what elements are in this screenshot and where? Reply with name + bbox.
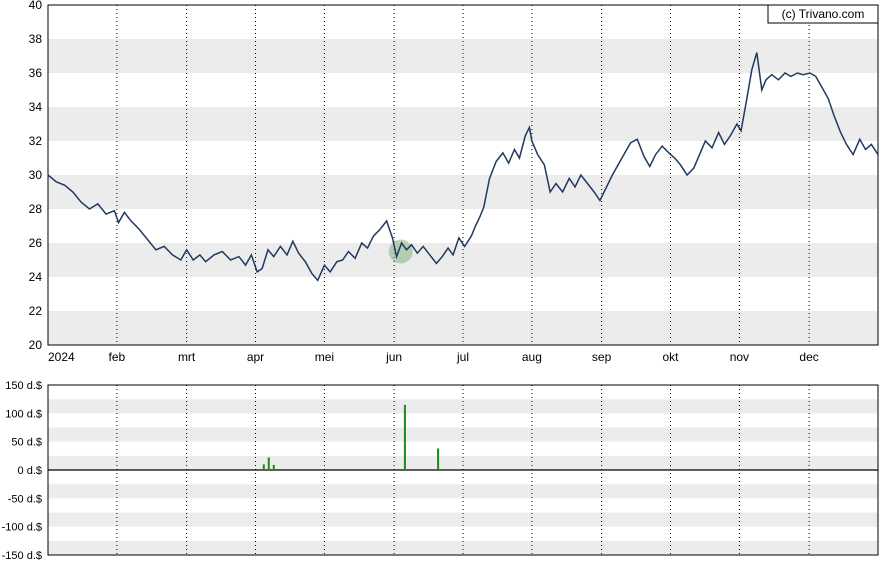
- svg-text:nov: nov: [730, 350, 749, 364]
- svg-text:20: 20: [29, 338, 43, 352]
- svg-text:24: 24: [29, 270, 43, 284]
- stock-chart-container: 20 22 24 26 28 30 32 34 36 38 40 2024 feb mrt apr mei ju…: [0, 0, 888, 565]
- svg-text:-50 d.$: -50 d.$: [8, 493, 42, 505]
- svg-text:34: 34: [29, 100, 43, 114]
- svg-text:100 d.$: 100 d.$: [5, 408, 42, 420]
- svg-text:150 d.$: 150 d.$: [5, 380, 42, 392]
- svg-text:aug: aug: [522, 350, 542, 364]
- svg-text:mrt: mrt: [178, 350, 196, 364]
- svg-text:-150 d.$: -150 d.$: [2, 550, 42, 562]
- svg-text:dec: dec: [799, 350, 818, 364]
- svg-text:22: 22: [29, 304, 43, 318]
- chart-svg: 20 22 24 26 28 30 32 34 36 38 40 2024 feb mrt apr mei ju…: [0, 0, 888, 565]
- svg-text:38: 38: [29, 32, 43, 46]
- svg-text:sep: sep: [592, 350, 612, 364]
- svg-text:-100 d.$: -100 d.$: [2, 522, 42, 534]
- svg-text:50 d.$: 50 d.$: [11, 437, 42, 449]
- svg-text:okt: okt: [662, 350, 679, 364]
- svg-text:30: 30: [29, 168, 43, 182]
- svg-text:jun: jun: [385, 350, 402, 364]
- svg-text:26: 26: [29, 236, 43, 250]
- svg-text:2024: 2024: [48, 350, 75, 364]
- svg-text:28: 28: [29, 202, 43, 216]
- svg-text:40: 40: [29, 0, 43, 12]
- svg-text:apr: apr: [247, 350, 264, 364]
- svg-text:0 d.$: 0 d.$: [18, 465, 42, 477]
- copyright-label: (c) Trivano.com: [782, 7, 865, 21]
- svg-text:32: 32: [29, 134, 43, 148]
- svg-text:36: 36: [29, 66, 43, 80]
- svg-text:feb: feb: [109, 350, 126, 364]
- svg-text:jul: jul: [456, 350, 469, 364]
- svg-text:mei: mei: [315, 350, 334, 364]
